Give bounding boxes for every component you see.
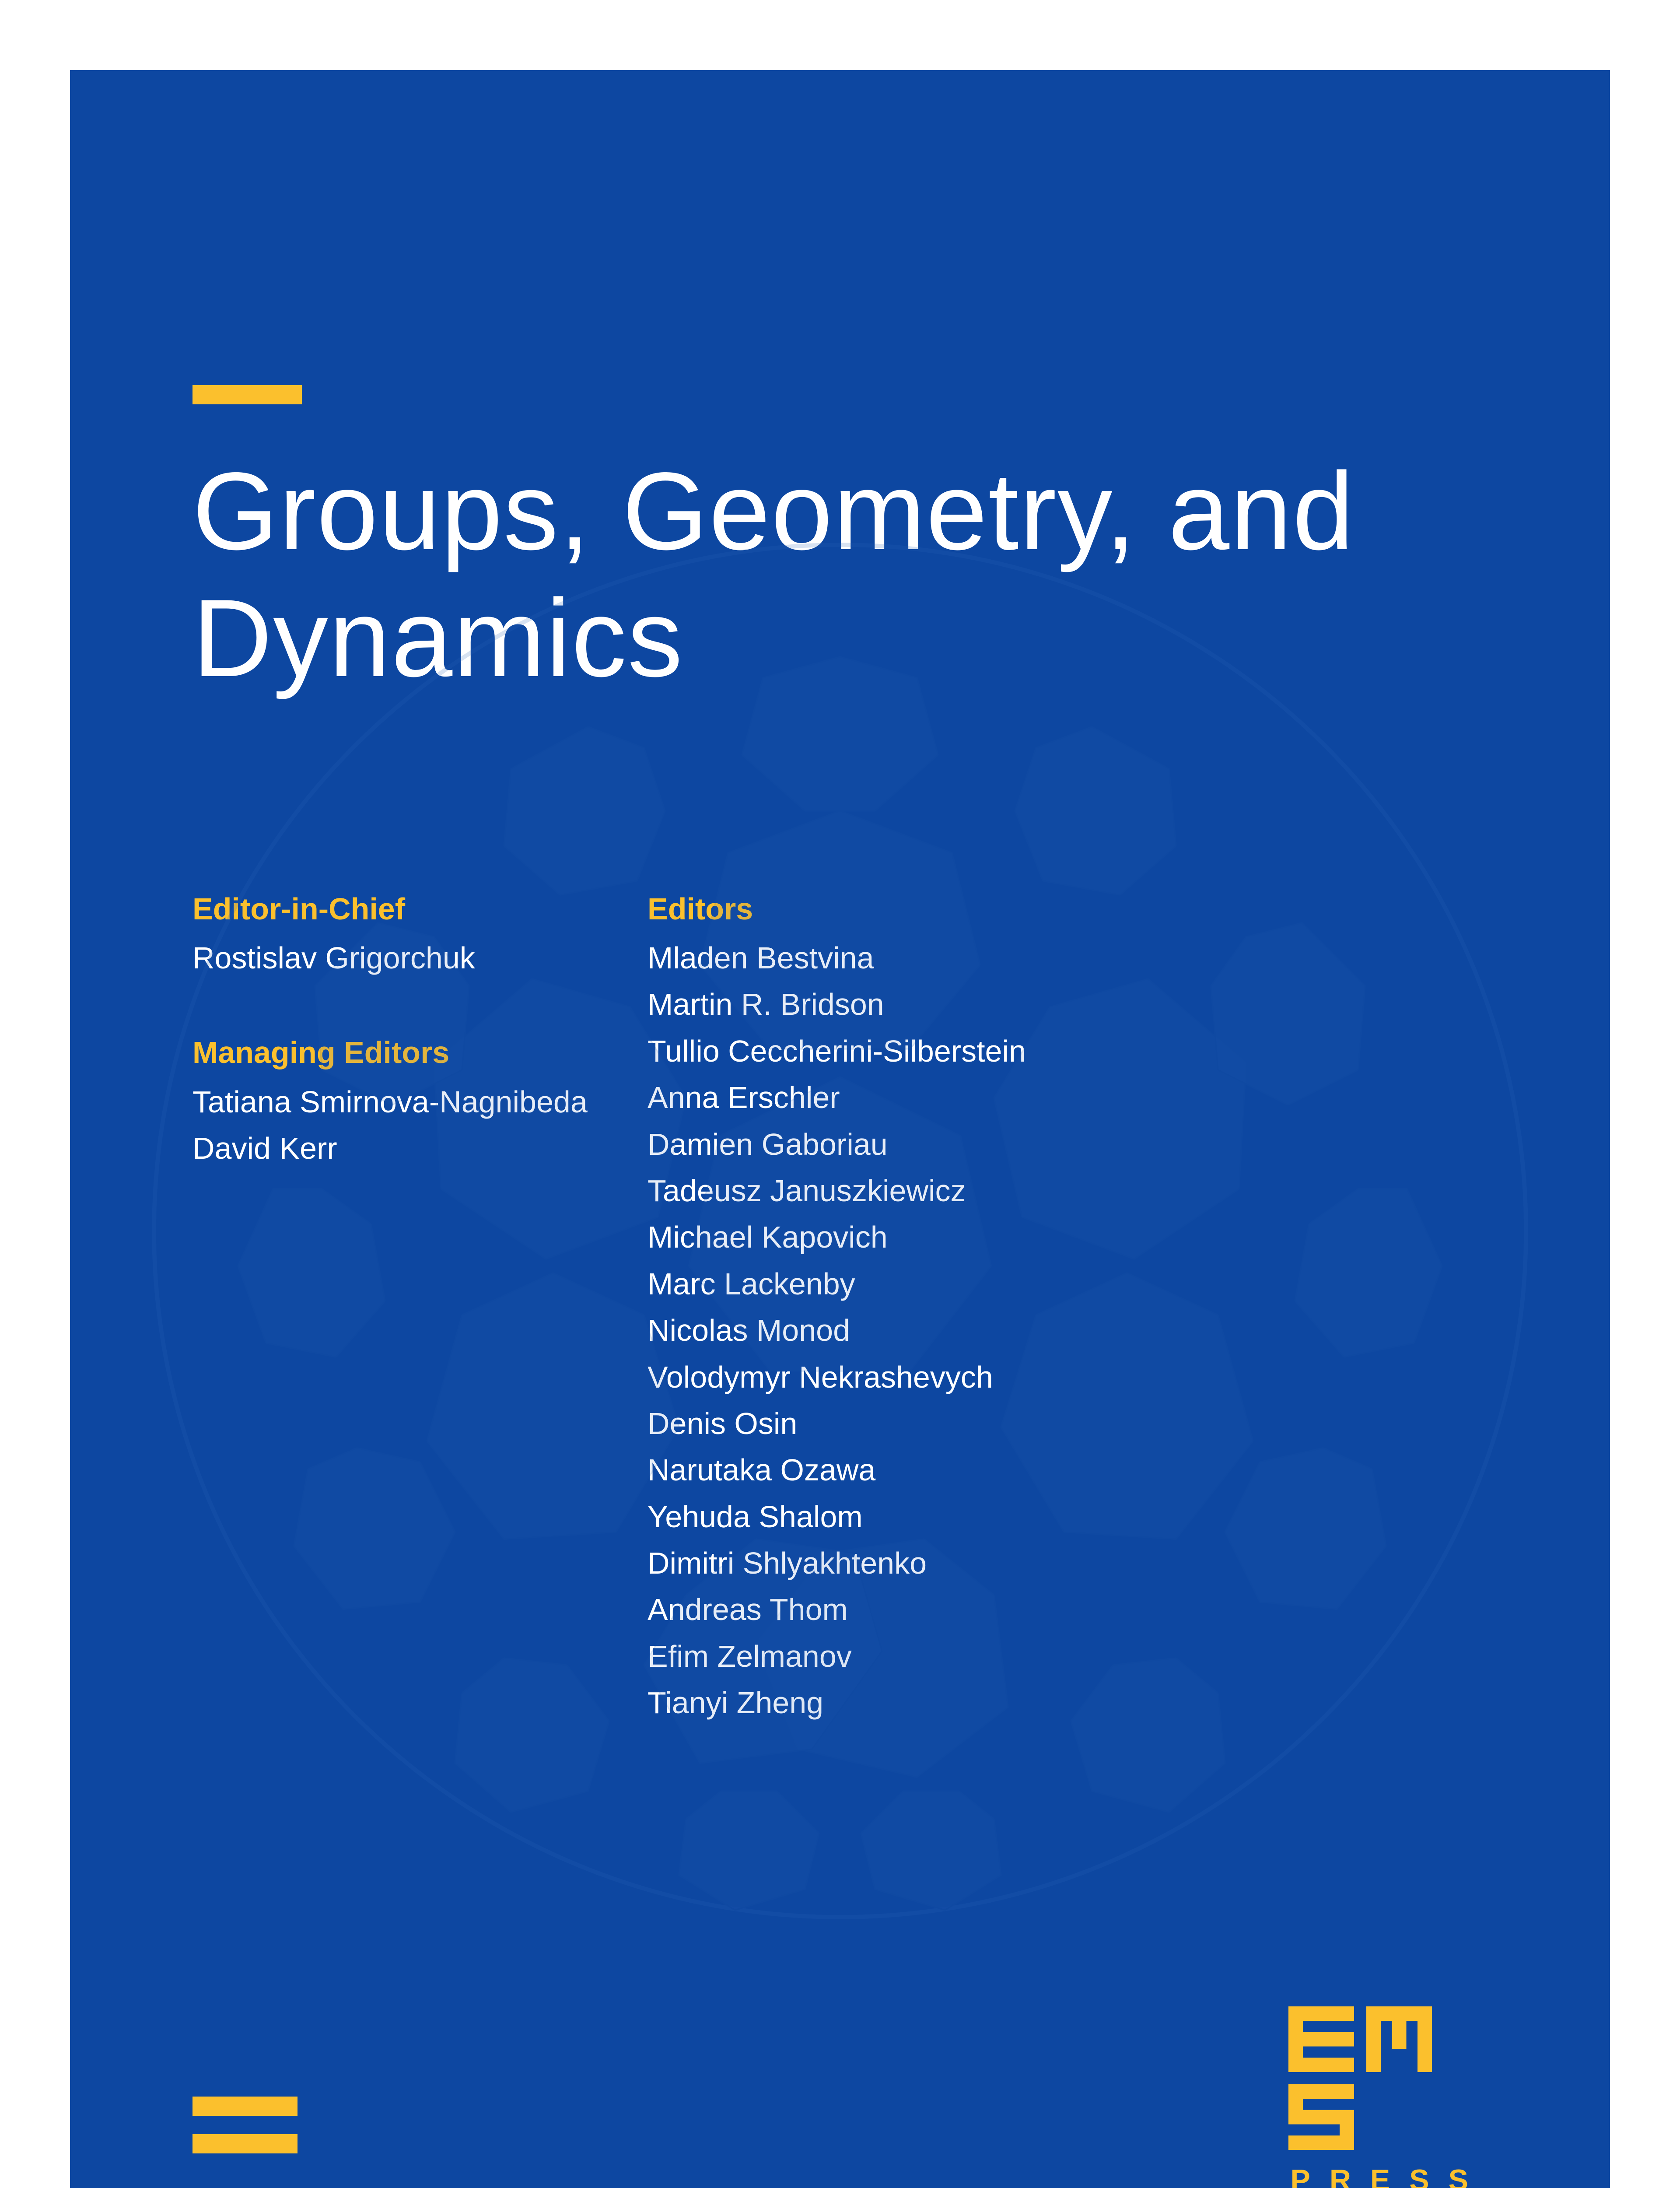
managing-editors-block: Managing Editors Tatiana Smirnova-Nagnib… (192, 1029, 612, 1171)
logo-square (1366, 2084, 1432, 2150)
editor-name: Dimitri Shlyakhtenko (648, 1540, 1488, 1586)
journal-title: Groups, Geometry, and Dynamics (192, 448, 1488, 702)
left-column: Editor-in-Chief Rostislav Grigorchuk Man… (192, 886, 612, 1726)
editor-name: Tianyi Zheng (648, 1680, 1488, 1726)
publisher-press-label: PRESS (1288, 2163, 1488, 2188)
accent-bar-top (192, 385, 302, 404)
editor-name: Yehuda Shalom (648, 1494, 1488, 1540)
logo-letter-m (1366, 2006, 1432, 2072)
accent-bar (192, 2134, 298, 2153)
logo-letter-s (1288, 2084, 1354, 2150)
editor-name: Volodymyr Nekrashevych (648, 1354, 1488, 1400)
editors-list: Mladen BestvinaMartin R. BridsonTullio C… (648, 935, 1488, 1726)
accent-bars-bottom (192, 2097, 298, 2153)
journal-cover: Groups, Geometry, and Dynamics Editor-in… (70, 70, 1610, 2188)
editorial-columns: Editor-in-Chief Rostislav Grigorchuk Man… (192, 886, 1488, 1726)
managing-editors-list: Tatiana Smirnova-NagnibedaDavid Kerr (192, 1079, 612, 1172)
editor-name: Tadeusz Januszkiewicz (648, 1168, 1488, 1214)
editors-heading: Editors (648, 886, 1488, 932)
right-column: Editors Mladen BestvinaMartin R. Bridson… (648, 886, 1488, 1726)
editor-name: Marc Lackenby (648, 1261, 1488, 1307)
logo-letter-e (1288, 2006, 1354, 2072)
editor-name: Mladen Bestvina (648, 935, 1488, 981)
editor-name: Rostislav Grigorchuk (192, 935, 612, 981)
editor-name: David Kerr (192, 1125, 612, 1171)
managing-editors-heading: Managing Editors (192, 1029, 612, 1076)
editor-in-chief-block: Editor-in-Chief Rostislav Grigorchuk (192, 886, 612, 982)
editor-name: Michael Kapovich (648, 1214, 1488, 1260)
editor-in-chief-list: Rostislav Grigorchuk (192, 935, 612, 981)
accent-bar (192, 2097, 298, 2116)
editor-name: Andreas Thom (648, 1586, 1488, 1633)
editor-name: Martin R. Bridson (648, 981, 1488, 1027)
editor-name: Narutaka Ozawa (648, 1447, 1488, 1493)
editor-name: Denis Osin (648, 1400, 1488, 1447)
editor-name: Nicolas Monod (648, 1307, 1488, 1353)
editor-in-chief-heading: Editor-in-Chief (192, 886, 612, 932)
editor-name: Anna Erschler (648, 1074, 1488, 1121)
editor-name: Tatiana Smirnova-Nagnibeda (192, 1079, 612, 1125)
editor-name: Damien Gaboriau (648, 1121, 1488, 1168)
editor-name: Efim Zelmanov (648, 1633, 1488, 1680)
editor-name: Tullio Ceccherini-Silberstein (648, 1028, 1488, 1074)
ems-logo-grid (1288, 2006, 1488, 2150)
publisher-logo: PRESS (1288, 2006, 1488, 2188)
page-frame: Groups, Geometry, and Dynamics Editor-in… (0, 0, 1680, 2188)
